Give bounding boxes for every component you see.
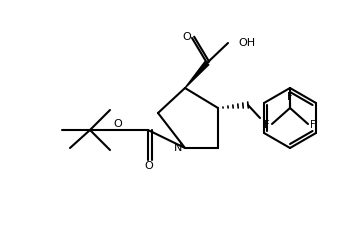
Text: O: O: [114, 119, 122, 129]
Text: F: F: [310, 120, 316, 130]
Text: F: F: [264, 120, 270, 130]
Polygon shape: [185, 61, 209, 88]
Text: O: O: [183, 32, 191, 42]
Text: O: O: [145, 161, 153, 171]
Text: OH: OH: [238, 38, 255, 48]
Text: N: N: [174, 143, 182, 153]
Text: F: F: [287, 92, 293, 102]
